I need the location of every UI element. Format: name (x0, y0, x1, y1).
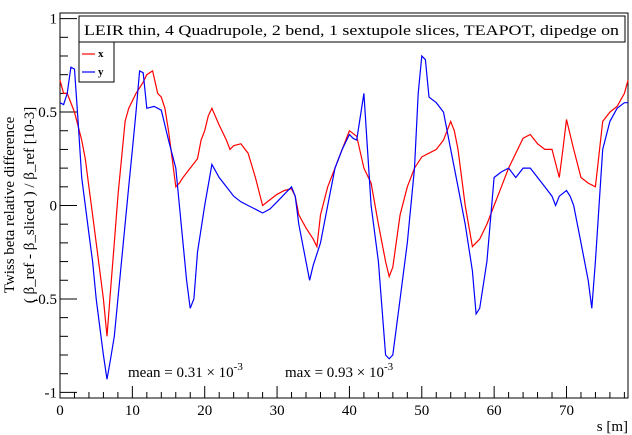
axis-ticks (59, 18, 625, 398)
y-tick-label: 0.5 (38, 105, 57, 121)
mean-annotation: mean = 0.31 × 10-3 (128, 361, 243, 381)
y-axis-label: ( β_ref - β_sliced ) / β_ref [10-3] (22, 107, 38, 304)
x-tick-label: 30 (270, 403, 285, 419)
legend-label-y: y (98, 66, 104, 78)
x-tick-label: 60 (487, 403, 502, 419)
max-annotation-text: max = 0.93 × 10 (285, 365, 384, 381)
x-tick-label: 10 (125, 403, 140, 419)
legend: xy (82, 48, 104, 78)
x-tick-label: 20 (197, 403, 212, 419)
mean-annotation-text: mean = 0.31 × 10 (128, 365, 234, 381)
y-tick-label: 0 (50, 199, 58, 215)
x-axis-label: s [m] (597, 419, 628, 435)
max-annotation-exponent: -3 (384, 361, 394, 373)
y-tick-label: 1 (50, 12, 58, 28)
x-tick-label: 70 (559, 403, 574, 419)
tick-labels: 0 10 20 30 40 50 60 70 -1 -0.5 0 0.5 1 (33, 12, 574, 419)
x-tick-label: 0 (56, 403, 64, 419)
mean-annotation-exponent: -3 (234, 361, 244, 373)
chart-title: LEIR thin, 4 Quadrupole, 2 bend, 1 sextu… (84, 23, 620, 39)
series-line-y (59, 54, 628, 380)
outer-ylabel-group: Twiss beta relative difference (2, 116, 18, 293)
x-tick-label: 40 (342, 403, 357, 419)
legend-box (78, 41, 115, 83)
max-annotation: max = 0.93 × 10-3 (285, 361, 394, 381)
legend-label-x: x (98, 48, 104, 60)
title-box (78, 15, 626, 43)
x-tick-label: 50 (414, 403, 429, 419)
outer-y-axis-label: Twiss beta relative difference (2, 116, 18, 293)
plot-frame (59, 12, 629, 399)
series-line-x (59, 69, 629, 337)
y-tick-label: -0.5 (33, 292, 57, 308)
series-lines (59, 54, 629, 380)
y-tick-label: -1 (45, 385, 58, 401)
ylabel-group: ( β_ref - β_sliced ) / β_ref [10-3] (22, 107, 38, 304)
